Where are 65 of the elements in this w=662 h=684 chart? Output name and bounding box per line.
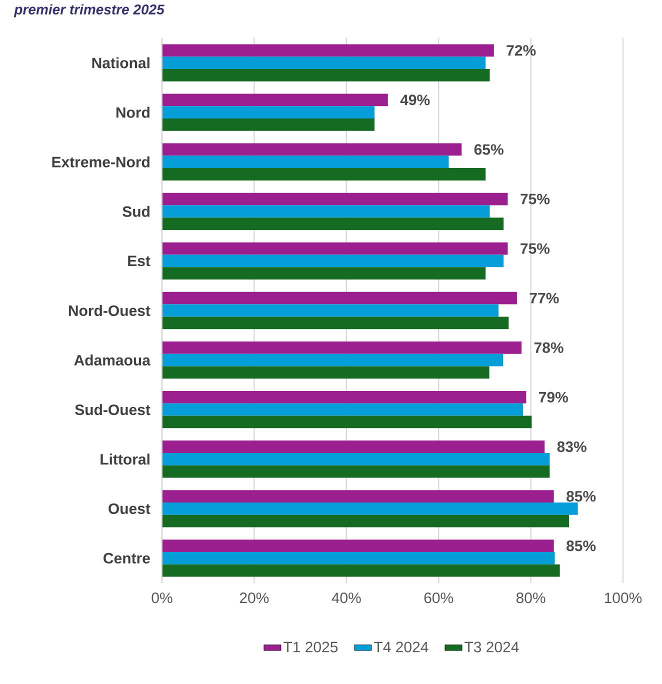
y-tick-label: Sud <box>122 206 150 217</box>
data-label: 75% <box>520 194 550 204</box>
legend-label: T1 2025 <box>284 642 338 652</box>
y-tick-label: Centre <box>104 552 150 564</box>
bar <box>162 403 523 416</box>
bar <box>162 106 375 119</box>
x-tick-label: 0% <box>152 592 172 604</box>
bar <box>162 502 578 515</box>
data-label: 79% <box>539 392 568 403</box>
legend-label: T4 2024 <box>374 642 428 652</box>
bar <box>162 44 494 57</box>
x-tick-label: 60% <box>424 592 454 604</box>
data-label: 77% <box>530 292 559 304</box>
bar <box>162 143 462 156</box>
bar <box>162 68 490 82</box>
bar <box>162 254 504 268</box>
bar <box>162 94 388 106</box>
data-label: 78% <box>534 342 564 353</box>
bar <box>162 416 532 428</box>
y-tick-label: National <box>92 57 150 68</box>
bar <box>162 564 560 577</box>
bar <box>162 205 490 218</box>
bar <box>162 242 508 255</box>
bar <box>162 218 504 230</box>
bar <box>162 366 490 379</box>
x-tick-label: 100% <box>604 592 642 604</box>
bar <box>162 316 509 330</box>
chart-title: premier trimestre 2025 <box>14 4 165 18</box>
bar <box>162 168 486 180</box>
bar <box>162 540 554 552</box>
bar <box>162 156 449 168</box>
data-label: 49% <box>400 94 430 106</box>
x-tick-label: 80% <box>516 592 546 604</box>
bar <box>162 452 550 466</box>
bar <box>162 354 504 366</box>
data-label: 85% <box>566 490 596 502</box>
x-tick-label: 40% <box>332 592 361 604</box>
bar <box>162 514 570 528</box>
bar <box>162 267 486 280</box>
y-tick-label: Littoral <box>100 454 150 465</box>
y-tick-label: Nord <box>116 106 150 118</box>
bar <box>162 118 375 131</box>
bar <box>162 341 522 354</box>
bar <box>162 391 526 404</box>
y-tick-label: Nord-Ouest <box>68 304 150 316</box>
bar <box>162 304 499 317</box>
bar <box>162 56 486 69</box>
y-tick-label: Extreme-Nord <box>52 156 150 168</box>
y-tick-label: Adamaoua <box>74 354 151 366</box>
y-tick-label: Ouest <box>108 503 150 514</box>
bar <box>162 552 555 564</box>
legend-label: T3 2024 <box>464 642 519 652</box>
y-tick-label: Est <box>128 256 150 266</box>
y-tick-label: Sud-Ouest <box>75 404 150 416</box>
data-label: 65% <box>474 144 504 155</box>
bar <box>162 465 550 478</box>
bar <box>162 292 517 304</box>
data-label: 75% <box>520 243 550 254</box>
bar <box>162 490 554 502</box>
x-tick-label: 20% <box>240 592 269 604</box>
bar <box>162 192 508 206</box>
data-label: 85% <box>566 540 596 552</box>
data-label: 83% <box>557 441 586 452</box>
bar <box>162 440 545 453</box>
data-label: 72% <box>506 45 536 56</box>
